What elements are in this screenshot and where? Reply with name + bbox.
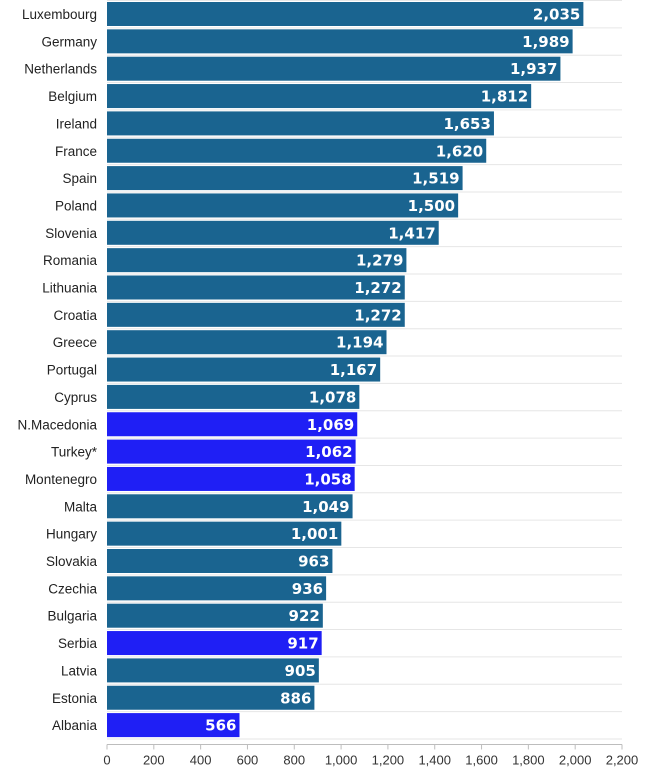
grid-lines — [107, 0, 622, 740]
category-label-spain: Spain — [62, 171, 97, 186]
bar-belgium — [107, 84, 532, 109]
category-label-france: France — [55, 144, 97, 159]
category-label-montenegro: Montenegro — [25, 472, 97, 487]
value-label-spain: 1,519 — [412, 170, 459, 188]
x-tick-label: 200 — [143, 752, 165, 767]
category-label-poland: Poland — [55, 198, 97, 213]
category-label-cyprus: Cyprus — [54, 390, 97, 405]
category-label-belgium: Belgium — [48, 89, 97, 104]
category-label-lithuania: Lithuania — [42, 281, 97, 296]
category-label-turkey: Turkey* — [51, 445, 98, 460]
bar-romania — [107, 248, 407, 273]
category-label-bulgaria: Bulgaria — [47, 609, 97, 624]
category-label-latvia: Latvia — [61, 663, 98, 678]
value-label-montenegro: 1,058 — [304, 470, 351, 488]
value-label-slovakia: 963 — [298, 553, 329, 571]
category-label-hungary: Hungary — [46, 527, 97, 542]
bar-slovakia — [107, 549, 333, 573]
category-label-serbia: Serbia — [58, 636, 98, 651]
bar-czechia — [107, 576, 327, 601]
x-tick-label: 1,200 — [372, 752, 405, 767]
bar-netherlands — [107, 56, 561, 81]
category-label-czechia: Czechia — [48, 581, 97, 596]
bar-portugal — [107, 357, 381, 382]
category-label-malta: Malta — [64, 499, 98, 514]
bar-montenegro — [107, 466, 355, 491]
value-label-malta: 1,049 — [302, 498, 349, 516]
value-label-poland: 1,500 — [408, 197, 455, 215]
category-label-greece: Greece — [53, 335, 97, 350]
category-label-slovakia: Slovakia — [46, 554, 98, 569]
value-label-france: 1,620 — [436, 142, 483, 160]
value-label-romania: 1,279 — [356, 252, 403, 270]
x-tick-label: 400 — [190, 752, 212, 767]
x-tick-label: 1,400 — [418, 752, 451, 767]
value-label-luxembourg: 2,035 — [533, 6, 580, 24]
x-tick-label: 0 — [103, 752, 110, 767]
value-label-cyprus: 1,078 — [309, 388, 356, 406]
bar-bulgaria — [107, 603, 323, 628]
x-tick-label: 2,200 — [606, 752, 639, 767]
x-tick-label: 600 — [237, 752, 259, 767]
bar-malta — [107, 494, 353, 519]
bar-estonia — [107, 685, 315, 710]
bar-greece — [107, 330, 387, 355]
category-label-slovenia: Slovenia — [45, 226, 97, 241]
category-label-ireland: Ireland — [56, 116, 97, 131]
value-label-bulgaria: 922 — [289, 607, 320, 625]
value-label-hungary: 1,001 — [291, 525, 338, 543]
value-label-estonia: 886 — [280, 689, 311, 707]
bar-latvia — [107, 658, 319, 683]
value-label-netherlands: 1,937 — [510, 60, 557, 78]
bar-serbia — [107, 631, 322, 656]
x-tick-label: 1,000 — [325, 752, 358, 767]
bar-poland — [107, 193, 459, 218]
bar-germany — [107, 29, 573, 54]
bar-lithuania — [107, 275, 405, 300]
value-label-n-macedonia: 1,069 — [307, 416, 354, 434]
bar-cyprus — [107, 384, 360, 409]
bars — [107, 2, 584, 738]
category-label-germany: Germany — [41, 34, 97, 49]
value-label-lithuania: 1,272 — [354, 279, 401, 297]
x-tick-label: 1,600 — [465, 752, 498, 767]
value-label-ireland: 1,653 — [443, 115, 490, 133]
bar-spain — [107, 166, 463, 191]
bar-turkey — [107, 439, 356, 464]
value-label-greece: 1,194 — [336, 334, 383, 352]
category-label-romania: Romania — [43, 253, 98, 268]
x-axis: 0 200 400 600 800 1,000 1,200 1,400 1,600 1,800 2,… — [103, 743, 639, 767]
value-label-slovenia: 1,417 — [388, 224, 435, 242]
bar-albania — [107, 713, 240, 738]
bar-ireland — [107, 111, 494, 136]
bar-n-macedonia — [107, 412, 358, 437]
value-label-czechia: 936 — [292, 580, 323, 598]
bar-hungary — [107, 521, 342, 546]
value-labels: 2,035 1,989 1,937 1,812 1,653 1,620 1,519 1,500… — [205, 6, 580, 735]
value-label-turkey: 1,062 — [305, 443, 352, 461]
bar-france — [107, 138, 487, 163]
category-label-n-macedonia: N.Macedonia — [17, 417, 97, 432]
value-label-portugal: 1,167 — [330, 361, 377, 379]
bar-slovenia — [107, 220, 439, 245]
value-label-albania: 566 — [205, 717, 236, 735]
x-tick-label: 800 — [283, 752, 305, 767]
bar-croatia — [107, 302, 405, 327]
value-label-croatia: 1,272 — [354, 306, 401, 324]
category-labels: Luxembourg Germany Netherlands Belgium Irela… — [17, 7, 97, 733]
category-label-croatia: Croatia — [53, 308, 97, 323]
value-label-latvia: 905 — [285, 662, 316, 680]
value-label-serbia: 917 — [287, 635, 318, 653]
category-label-albania: Albania — [52, 718, 98, 733]
category-label-portugal: Portugal — [47, 363, 97, 378]
category-label-luxembourg: Luxembourg — [22, 7, 97, 22]
x-tick-label: 2,000 — [559, 752, 592, 767]
value-label-germany: 1,989 — [522, 33, 569, 51]
category-label-estonia: Estonia — [52, 691, 98, 706]
category-label-netherlands: Netherlands — [24, 62, 97, 77]
value-label-belgium: 1,812 — [481, 88, 528, 106]
x-tick-label: 1,800 — [512, 752, 545, 767]
bar-luxembourg — [107, 2, 584, 26]
